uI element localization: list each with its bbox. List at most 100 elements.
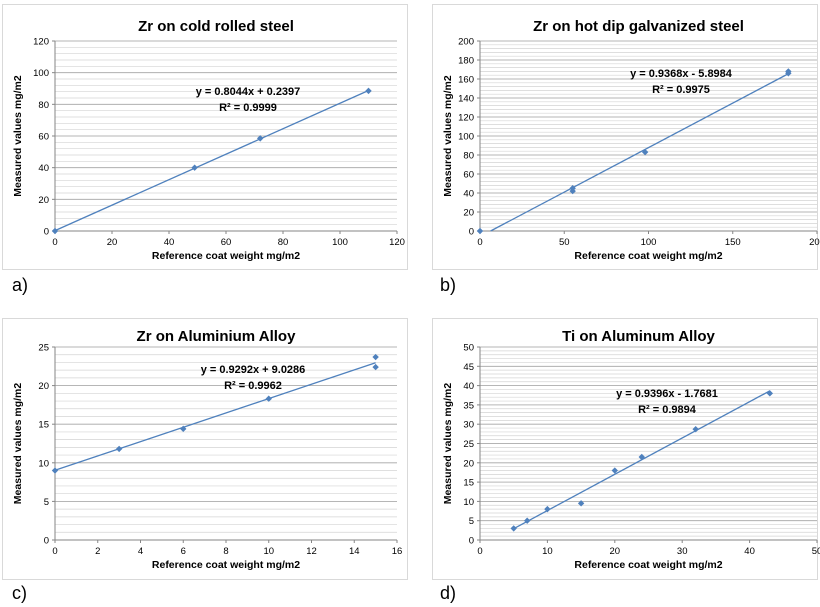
r-squared-c: R² = 0.9962 bbox=[224, 380, 282, 392]
x-tick-label-d: 10 bbox=[542, 546, 553, 557]
trendline-equation-c: y = 0.9292x + 9.0286 bbox=[201, 364, 306, 376]
data-point-a bbox=[191, 164, 198, 171]
x-axis-label-a: Reference coat weight mg/m2 bbox=[152, 250, 300, 262]
y-tick-label-a: 20 bbox=[38, 195, 49, 206]
y-tick-label-b: 20 bbox=[463, 208, 474, 219]
y-tick-label-b: 60 bbox=[463, 170, 474, 181]
gridlines-a bbox=[55, 40, 397, 232]
x-tick-label-c: 10 bbox=[263, 546, 274, 557]
x-tick-label-a: 80 bbox=[278, 237, 289, 248]
y-tick-label-d: 40 bbox=[463, 381, 474, 392]
chart-panel-a: 0 20 40 60 80 100 120 0 20 40 60 80 100 120 Zr on cold… bbox=[2, 4, 408, 270]
y-tick-label-b: 80 bbox=[463, 151, 474, 162]
x-tick-label-a: 100 bbox=[332, 237, 348, 248]
x-tick-label-c: 16 bbox=[392, 546, 403, 557]
x-tick-label-a: 20 bbox=[107, 237, 118, 248]
data-point-d bbox=[577, 500, 585, 507]
x-tick-label-c: 6 bbox=[181, 546, 186, 557]
y-tick-label-b: 180 bbox=[458, 56, 474, 67]
data-point-d bbox=[510, 525, 517, 532]
r-squared-b: R² = 0.9975 bbox=[652, 84, 710, 96]
x-tick-label-c: 2 bbox=[95, 546, 100, 557]
y-axis-label-d: Measured values mg/m2 bbox=[442, 383, 454, 505]
y-tick-label-d: 20 bbox=[463, 458, 474, 469]
y-tick-label-d: 10 bbox=[463, 497, 474, 508]
y-tick-label-d: 0 bbox=[469, 536, 474, 547]
y-tick-label-c: 5 bbox=[44, 497, 49, 508]
trendline-equation-a: y = 0.8044x + 0.2397 bbox=[196, 86, 301, 98]
panel-label-c: c) bbox=[12, 583, 27, 603]
y-tick-label-d: 5 bbox=[469, 516, 474, 527]
chart-panel-c: 0 5 10 15 20 25 0 2 4 6 8 10 12 14 16 Zr on Aluminium A… bbox=[2, 318, 408, 580]
panel-label-a: a) bbox=[12, 275, 29, 295]
y-tick-label-b: 40 bbox=[463, 189, 474, 200]
y-axis-label-a: Measured values mg/m2 bbox=[12, 75, 24, 197]
y-tick-label-c: 15 bbox=[38, 420, 49, 431]
chart-svg-c: 0 5 10 15 20 25 0 2 4 6 8 10 12 14 16 Zr on Aluminium A… bbox=[12, 328, 403, 571]
trendline-equation-d: y = 0.9396x - 1.7681 bbox=[616, 388, 718, 400]
x-tick-label-a: 120 bbox=[389, 237, 405, 248]
chart-svg-b: 0 20 40 60 80 100 120 140 160 180 200 0 50 100 150 200 Z… bbox=[442, 18, 820, 262]
y-tick-label-d: 30 bbox=[463, 420, 474, 431]
y-tick-label-b: 140 bbox=[458, 94, 474, 105]
y-tick-label-b: 0 bbox=[469, 227, 474, 238]
x-tick-label-c: 8 bbox=[223, 546, 228, 557]
y-tick-label-a: 60 bbox=[38, 132, 49, 143]
x-tick-label-c: 12 bbox=[306, 546, 317, 557]
chart-title-a: Zr on cold rolled steel bbox=[138, 18, 294, 35]
y-tick-label-a: 40 bbox=[38, 163, 49, 174]
x-tick-label-b: 150 bbox=[725, 237, 741, 248]
x-axis-label-c: Reference coat weight mg/m2 bbox=[152, 559, 300, 571]
r-squared-d: R² = 0.9894 bbox=[638, 404, 697, 416]
x-tick-label-d: 20 bbox=[610, 546, 621, 557]
y-axis-label-c: Measured values mg/m2 bbox=[12, 383, 24, 505]
y-tick-label-b: 120 bbox=[458, 113, 474, 124]
y-tick-label-d: 15 bbox=[463, 478, 474, 489]
data-point-a bbox=[257, 135, 264, 142]
y-tick-label-d: 25 bbox=[463, 439, 474, 450]
x-tick-label-d: 50 bbox=[812, 546, 820, 557]
data-point-b bbox=[476, 227, 484, 235]
trendline-a bbox=[54, 89, 369, 232]
data-point-d bbox=[638, 453, 645, 461]
data-point-c bbox=[372, 353, 379, 361]
x-tick-label-a: 0 bbox=[52, 237, 57, 248]
panel-label-d: d) bbox=[440, 583, 457, 603]
x-axis-label-b: Reference coat weight mg/m2 bbox=[574, 250, 722, 262]
data-point-b bbox=[641, 148, 649, 156]
x-tick-label-c: 4 bbox=[138, 546, 143, 557]
y-tick-label-c: 25 bbox=[38, 343, 49, 354]
y-tick-label-a: 100 bbox=[33, 68, 49, 79]
gridlines-d bbox=[480, 346, 817, 541]
y-tick-label-c: 20 bbox=[38, 381, 49, 392]
x-tick-label-b: 50 bbox=[559, 237, 570, 248]
x-tick-label-c: 14 bbox=[349, 546, 360, 557]
data-point-c bbox=[372, 363, 379, 371]
data-point-c bbox=[265, 395, 272, 402]
r-squared-a: R² = 0.9999 bbox=[219, 102, 277, 114]
chart-svg-a: 0 20 40 60 80 100 120 0 20 40 60 80 100 120 Zr on cold… bbox=[12, 18, 405, 262]
chart-svg-d: 0 5 10 15 20 25 30 35 40 45 50 0 10 20 30 40 50 Ti on Alu… bbox=[442, 328, 820, 571]
trendline-equation-b: y = 0.9368x - 5.8984 bbox=[630, 68, 733, 80]
x-tick-label-d: 0 bbox=[477, 546, 482, 557]
trendline-b bbox=[490, 73, 789, 232]
x-tick-label-b: 200 bbox=[809, 237, 820, 248]
gridlines-b bbox=[480, 40, 817, 232]
x-axis-label-d: Reference coat weight mg/m2 bbox=[574, 559, 722, 571]
data-point-c bbox=[115, 445, 123, 453]
data-point-a bbox=[51, 227, 59, 235]
y-tick-label-d: 45 bbox=[463, 362, 474, 373]
x-tick-label-a: 40 bbox=[164, 237, 175, 248]
trendline-c bbox=[54, 362, 376, 471]
x-tick-label-d: 30 bbox=[677, 546, 688, 557]
y-tick-label-b: 200 bbox=[458, 37, 474, 48]
data-point-c bbox=[51, 467, 59, 474]
chart-panel-b: 0 20 40 60 80 100 120 140 160 180 200 0 50 100 150 200 Z… bbox=[432, 4, 820, 270]
y-tick-label-b: 100 bbox=[458, 132, 474, 143]
data-point-b bbox=[785, 68, 792, 75]
x-tick-label-c: 0 bbox=[52, 546, 57, 557]
chart-panel-d: 0 5 10 15 20 25 30 35 40 45 50 0 10 20 30 40 50 Ti on Alu… bbox=[432, 318, 820, 580]
x-tick-label-b: 100 bbox=[641, 237, 657, 248]
x-tick-label-a: 60 bbox=[221, 237, 232, 248]
y-tick-label-d: 35 bbox=[463, 400, 474, 411]
